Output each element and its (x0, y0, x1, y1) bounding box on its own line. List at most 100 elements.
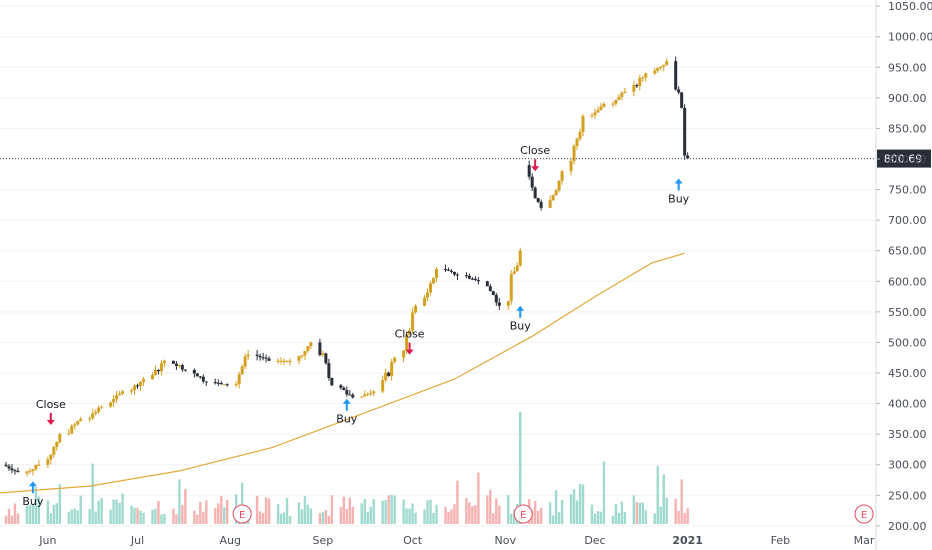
candle-body (225, 384, 229, 386)
volume-bar (495, 498, 498, 524)
candle-body (58, 434, 62, 443)
candle-body (276, 360, 280, 362)
volume-bar (486, 495, 489, 524)
volume-bar (575, 500, 579, 524)
candle-body (216, 382, 220, 384)
candle-body (360, 396, 364, 398)
volume-bar (489, 489, 492, 524)
volume-bar (519, 412, 522, 524)
volume-bar (662, 474, 665, 524)
candle-body (180, 365, 184, 370)
candle-body (405, 334, 409, 351)
volume-bar (121, 493, 124, 524)
volume-bar (557, 512, 561, 524)
volume-bar (330, 495, 334, 524)
candle-body (142, 379, 146, 382)
volume-bar (10, 515, 14, 524)
candle-body (506, 301, 510, 306)
candle-body (258, 355, 262, 358)
close-label: Close (36, 398, 66, 411)
close-arrow-icon (531, 159, 540, 172)
candle-body (195, 373, 199, 377)
candle-body (548, 200, 552, 208)
volume-bar (507, 495, 510, 524)
volume-bar (58, 484, 61, 524)
candle-body (494, 294, 498, 303)
volume-bar (267, 498, 271, 524)
close-label: Close (395, 328, 425, 341)
candle-body (467, 275, 471, 279)
candle-body (288, 360, 292, 362)
candle-body (159, 363, 163, 372)
candle-body (321, 353, 325, 356)
y-tick-label: 950.00 (888, 61, 927, 74)
volume-bar (572, 489, 576, 524)
volume-bar (369, 506, 372, 524)
candle-body (25, 471, 29, 474)
candle-body (156, 369, 160, 372)
volume-bar (426, 500, 429, 524)
candle-body (133, 385, 137, 391)
volume-bar (214, 508, 217, 524)
volume-bar (533, 501, 537, 524)
y-axis[interactable]: 1050.00 1000.00 950.00 900.00 850.00 800.00 75… (876, 0, 932, 533)
volume-bar (381, 500, 384, 524)
candle-body (656, 67, 660, 71)
volume-bar (7, 508, 11, 524)
candle-body (342, 387, 346, 391)
candle-body (255, 354, 259, 356)
candle-body (662, 64, 666, 67)
volume-bar (264, 497, 268, 524)
candle-body (4, 464, 8, 467)
candle-body (452, 271, 456, 275)
volume-bar (94, 511, 97, 524)
volume-bar (510, 513, 513, 524)
candle-body (309, 342, 313, 347)
volume-bar (49, 513, 53, 524)
volume-bar (112, 499, 115, 524)
candle-body (429, 283, 433, 293)
candle-body (348, 394, 352, 396)
volume-bar (303, 496, 307, 524)
candle-body (115, 395, 119, 400)
volume-bar (393, 495, 396, 524)
candle-body (596, 110, 600, 113)
y-tick-label: 650.00 (888, 245, 927, 258)
x-axis[interactable]: Jun Jul Aug Sep Oct Nov Dec 2021 Feb Mar (38, 534, 875, 547)
candle-body (153, 369, 157, 375)
candle-body (602, 103, 606, 107)
candle-body (177, 365, 181, 367)
x-tick-label: Nov (495, 534, 517, 547)
volume-bar (530, 510, 534, 524)
volume-bar (163, 513, 166, 524)
volume-bar (683, 512, 686, 524)
candle-body (198, 376, 202, 378)
earnings-marker-icon (232, 504, 252, 524)
volume-bar (387, 495, 390, 524)
volume-bar (450, 509, 453, 524)
volume-bar (342, 496, 346, 524)
candle-body (7, 466, 11, 469)
candle-body (240, 366, 244, 375)
volume-bar (551, 515, 555, 524)
candle-body (686, 155, 690, 159)
volume-bar (133, 507, 136, 524)
volume-bar (602, 461, 606, 524)
candle-body (446, 269, 450, 271)
candle-body (393, 357, 397, 362)
volume-bar (614, 504, 618, 524)
volume-bars (4, 412, 689, 524)
volume-bar (109, 509, 112, 524)
buy-label: Buy (22, 495, 44, 508)
volume-bar (324, 510, 328, 524)
volume-bar (79, 495, 82, 524)
candle-body (363, 394, 367, 397)
volume-bar (653, 513, 656, 524)
volume-bar (632, 495, 636, 524)
moving-average (0, 252, 685, 494)
candle-body (557, 180, 561, 191)
x-tick-label: Jul (130, 534, 144, 547)
volume-bar (384, 499, 387, 524)
candle-body (300, 355, 304, 357)
